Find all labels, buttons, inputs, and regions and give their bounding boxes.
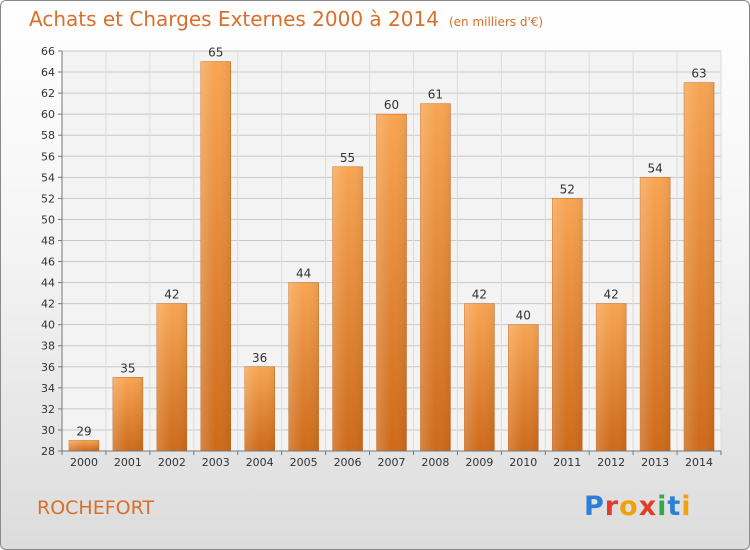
bars: 29 35 42 65 36 44 55 60 61 42 40 52 42 54 63 — [68, 46, 715, 452]
bar-shine — [640, 177, 671, 451]
bar-shine — [596, 303, 627, 451]
bar-shine — [552, 198, 583, 451]
x-tick-label: 2001 — [114, 456, 142, 469]
x-tick-label: 2010 — [509, 456, 537, 469]
city-name: ROCHEFORT — [37, 497, 155, 519]
y-tick-label: 40 — [41, 319, 55, 332]
value-label: 61 — [428, 88, 443, 102]
bar-shine — [420, 103, 451, 451]
bar-shine — [464, 303, 495, 451]
chart-title: Achats et Charges Externes 2000 à 2014 (e… — [29, 7, 543, 31]
bar-shine — [112, 377, 143, 451]
chart-title-text: Achats et Charges Externes 2000 à 2014 — [29, 7, 439, 31]
x-tick-label: 2006 — [334, 456, 362, 469]
y-tick-label: 32 — [41, 403, 55, 416]
proxiti-logo: Proxiti — [584, 491, 692, 522]
value-label: 40 — [516, 309, 531, 323]
logo-letter: r — [604, 491, 620, 522]
bar-shine — [376, 114, 407, 451]
x-tick-label: 2008 — [421, 456, 449, 469]
x-tick-label: 2002 — [158, 456, 186, 469]
y-tick-label: 28 — [41, 445, 55, 458]
value-label: 36 — [252, 351, 267, 365]
x-tick-label: 2003 — [202, 456, 230, 469]
bar-shine — [156, 303, 187, 451]
bar-shine — [508, 324, 539, 451]
logo-letter: t — [667, 491, 682, 522]
y-tick-label: 62 — [41, 87, 55, 100]
y-tick-label: 30 — [41, 424, 55, 437]
x-tick-label: 2005 — [290, 456, 318, 469]
bar-shine — [288, 282, 319, 451]
y-tick-label: 44 — [41, 277, 55, 290]
value-label: 52 — [560, 182, 575, 196]
chart-unit: (en milliers d'€) — [448, 15, 544, 29]
value-label: 29 — [76, 424, 91, 438]
value-label: 42 — [472, 288, 487, 302]
logo-letter: o — [619, 491, 639, 522]
value-label: 65 — [208, 46, 223, 60]
bar-shine — [68, 440, 99, 451]
logo-letter: x — [638, 491, 658, 522]
bar-shine — [332, 166, 363, 451]
y-tick-label: 54 — [41, 171, 55, 184]
logo-letter: P — [584, 491, 605, 522]
x-tick-label: 2014 — [685, 456, 713, 469]
x-tick-label: 2009 — [465, 456, 493, 469]
y-tick-label: 38 — [41, 340, 55, 353]
y-tick-label: 50 — [41, 213, 55, 226]
bar-shine — [684, 82, 715, 451]
value-label: 63 — [691, 67, 706, 81]
value-label: 44 — [296, 267, 311, 281]
x-tick-label: 2004 — [246, 456, 274, 469]
value-label: 55 — [340, 151, 355, 165]
y-tick-label: 48 — [41, 234, 55, 247]
value-label: 54 — [647, 161, 662, 175]
x-tick-label: 2007 — [378, 456, 406, 469]
value-label: 42 — [164, 288, 179, 302]
bar-shine — [244, 366, 275, 451]
y-tick-label: 36 — [41, 361, 55, 374]
y-tick-label: 64 — [41, 66, 55, 79]
y-tick-label: 34 — [41, 382, 55, 395]
x-tick-label: 2000 — [70, 456, 98, 469]
value-label: 42 — [604, 288, 619, 302]
y-tick-label: 56 — [41, 150, 55, 163]
y-tick-label: 60 — [41, 108, 55, 121]
x-tick-label: 2013 — [641, 456, 669, 469]
x-tick-label: 2011 — [553, 456, 581, 469]
logo-letter: i — [657, 491, 668, 522]
y-tick-label: 46 — [41, 256, 55, 269]
y-tick-label: 66 — [41, 45, 55, 58]
logo-letter: i — [681, 491, 692, 522]
y-tick-label: 52 — [41, 192, 55, 205]
y-tick-label: 42 — [41, 298, 55, 311]
x-axis: 2000 2001 2002 2003 2004 2005 2006 2007 2008 2009… — [61, 450, 722, 469]
y-axis: 28 30 32 34 36 38 40 42 44 46 48 50 52 54 56 58 60 62 64 66 — [41, 45, 63, 458]
value-label: 60 — [384, 98, 399, 112]
y-tick-label: 58 — [41, 129, 55, 142]
value-label: 35 — [120, 361, 135, 375]
bar-shine — [200, 61, 231, 452]
x-tick-label: 2012 — [597, 456, 625, 469]
